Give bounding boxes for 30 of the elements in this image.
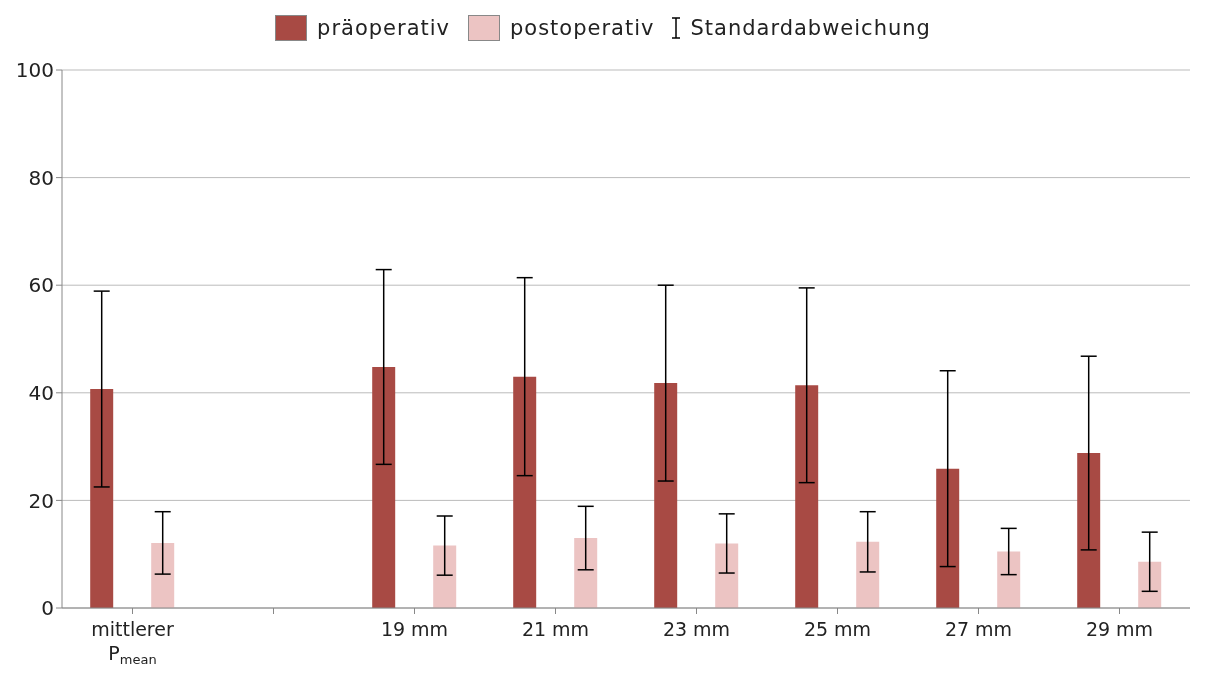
bar	[654, 383, 678, 608]
x-tick-label: 19 mm	[380, 618, 449, 640]
y-tick-label: 60	[28, 273, 54, 298]
bar	[372, 366, 396, 608]
bar	[433, 545, 457, 608]
x-tick-label: 21 mm	[521, 618, 590, 640]
y-tick-label: 80	[28, 165, 54, 190]
bar	[574, 538, 598, 608]
legend-label: postoperativ	[509, 15, 655, 41]
y-tick-label: 40	[28, 380, 54, 405]
text: Standardabweichung	[689, 16, 931, 40]
bar	[151, 542, 175, 608]
bar	[1077, 453, 1101, 608]
x-tick-label: 25 mm	[803, 618, 872, 640]
bar	[1138, 561, 1162, 608]
x-tick-label: 23 mm	[662, 618, 731, 640]
bar	[795, 385, 819, 608]
bar	[936, 468, 960, 608]
y-tick-label: 100	[15, 58, 54, 83]
bar	[715, 543, 739, 608]
x-tick-label: 27 mm	[944, 618, 1013, 640]
legend-label: präoperativ	[316, 15, 450, 41]
y-tick-label: 20	[28, 488, 54, 513]
bar	[856, 541, 880, 608]
bar	[997, 551, 1021, 608]
x-tick-label: 29 mm	[1085, 618, 1154, 640]
x-tick-label: mittlerer P$_{mean}$	[91, 618, 174, 667]
bar	[90, 389, 114, 608]
y-tick-label: 0	[41, 596, 54, 621]
bar	[513, 376, 537, 608]
